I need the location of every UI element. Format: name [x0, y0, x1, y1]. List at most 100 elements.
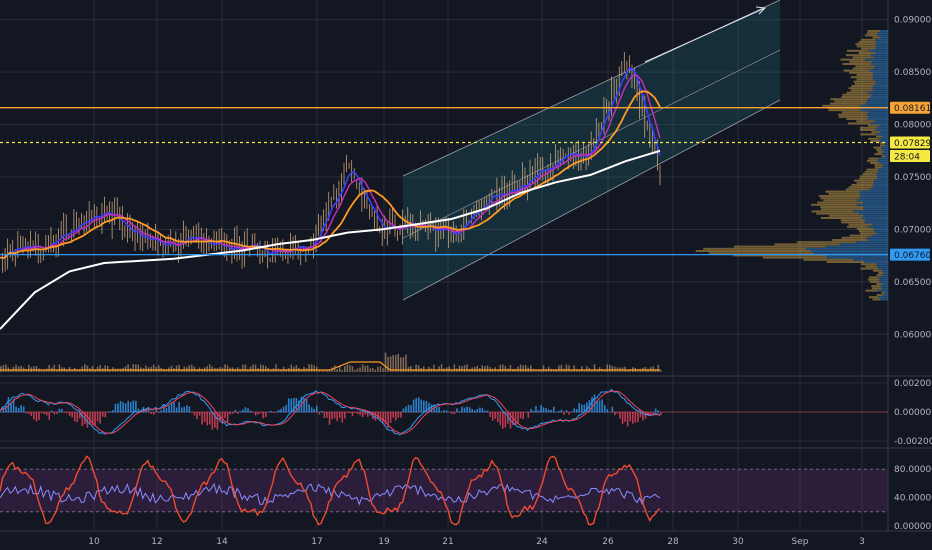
volume-profile-bar: [856, 181, 874, 184]
macd-histogram-bar: [565, 410, 568, 413]
volume-profile-bar: [878, 267, 888, 270]
macd-histogram-bar: [445, 410, 448, 413]
macd-histogram-bar: [550, 409, 553, 413]
volume-profile-bar: [848, 122, 871, 125]
volume-bar: [86, 365, 89, 372]
macd-signal-line: [0, 390, 660, 435]
ma-blue-line: [0, 67, 661, 259]
macd-histogram-bar: [606, 409, 609, 413]
volume-bar: [359, 367, 361, 372]
volume-profile-bar: [856, 120, 875, 123]
volume-profile-bar: [856, 228, 874, 230]
volume-profile-bar: [858, 230, 875, 233]
volume-profile-bar: [858, 41, 877, 43]
macd-histogram-bar: [315, 405, 318, 413]
volume-bar: [104, 365, 106, 372]
macd-histogram-bar: [642, 412, 644, 421]
macd-histogram-bar: [583, 404, 586, 413]
volume-profile-bar: [874, 166, 883, 169]
volume-profile-bar: [882, 294, 888, 296]
macd-histogram-bar: [323, 412, 326, 419]
channel-lower-line: [402, 99, 781, 301]
macd-histogram-bar: [660, 412, 662, 416]
macd-histogram-bar: [570, 411, 573, 413]
volume-bar: [259, 364, 262, 372]
volume-profile-bar: [845, 188, 870, 191]
volume-bar: [2, 365, 5, 372]
volume-bar: [132, 364, 135, 372]
price-axis-tick-label: 0.07500: [894, 173, 931, 183]
volume-profile-bar: [868, 137, 879, 140]
macd-histogram-bar: [522, 412, 524, 420]
volume-profile-bar: [879, 278, 888, 281]
volume-profile-bar: [826, 261, 865, 263]
volume-profile-bar: [733, 245, 826, 248]
volume-profile-bar: [803, 258, 854, 261]
volume-bar: [547, 366, 550, 372]
volume-bar: [313, 365, 315, 372]
volume-profile-bar: [870, 140, 881, 142]
macd-histogram-bar: [535, 406, 537, 413]
macd-histogram-bar: [22, 406, 25, 413]
volume-bar: [606, 364, 608, 372]
macd-histogram-bar: [259, 412, 262, 414]
macd-histogram-bar: [254, 412, 257, 416]
volume-profile-bar: [870, 162, 880, 164]
volume-profile-bar: [876, 232, 888, 235]
volume-bar: [356, 368, 359, 372]
macd-histogram-bar: [2, 406, 5, 413]
volume-profile-bar: [882, 148, 888, 151]
volume-profile-bar: [868, 296, 879, 299]
macd-histogram-bar: [591, 397, 593, 413]
volume-profile-bar: [873, 181, 888, 184]
volume-bar: [387, 356, 389, 372]
macd-histogram-bar: [463, 407, 466, 413]
volume-profile-bar: [821, 208, 864, 211]
macd-histogram-bar: [596, 400, 598, 413]
macd-histogram-bar: [364, 412, 367, 415]
volume-profile-bar: [832, 239, 868, 241]
macd-histogram-bar: [28, 412, 30, 414]
macd-histogram-bar: [234, 409, 237, 413]
volume-ma-line: [0, 361, 660, 371]
volume-bar: [310, 364, 313, 372]
macd-histogram-bar: [242, 409, 244, 413]
macd-histogram-bar: [326, 412, 328, 418]
volume-profile-bar: [825, 190, 860, 193]
macd-histogram-bar: [517, 412, 519, 424]
volume-bar: [660, 369, 662, 372]
volume-bar: [99, 364, 101, 372]
volume-bar: [530, 365, 532, 372]
macd-histogram-bar: [211, 412, 214, 430]
volume-profile-bar: [872, 85, 888, 87]
volume-profile-bar: [872, 298, 881, 301]
macd-histogram-bar: [603, 405, 606, 413]
volume-profile-bar: [872, 223, 888, 226]
volume-profile-bar: [820, 206, 864, 208]
macd-histogram-bar: [132, 400, 135, 413]
macd-histogram-bar: [558, 410, 560, 413]
macd-histogram-bar: [94, 412, 96, 425]
volume-bar: [165, 369, 168, 372]
macd-histogram-bar: [479, 407, 481, 413]
volume-profile-bar: [823, 199, 857, 202]
price-badge: [890, 248, 930, 261]
price-axis-tick-label: 0.06000: [894, 330, 931, 340]
volume-profile-bar: [828, 214, 864, 217]
volume-bar: [338, 365, 341, 372]
volume-bar: [33, 366, 35, 372]
macd-histogram-bar: [519, 412, 522, 419]
volume-bar: [366, 365, 369, 372]
volume-profile-bar: [860, 175, 878, 178]
macd-histogram-bar: [652, 412, 654, 414]
volume-bar: [555, 369, 558, 372]
macd-histogram-bar: [328, 412, 331, 425]
macd-histogram-bar: [236, 412, 239, 414]
volume-bar: [254, 364, 257, 372]
macd-histogram-bar: [657, 410, 660, 413]
macd-histogram-bar: [160, 410, 163, 413]
volume-profile-bar: [882, 135, 888, 138]
oscillator-slow-line: [0, 482, 661, 506]
